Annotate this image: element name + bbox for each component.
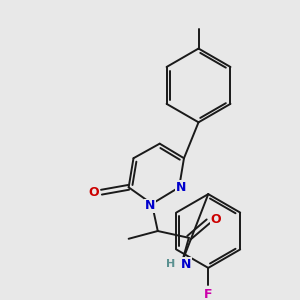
Text: N: N	[176, 181, 186, 194]
Text: O: O	[211, 213, 221, 226]
Text: F: F	[204, 288, 212, 300]
Text: N: N	[181, 257, 191, 271]
Text: N: N	[145, 199, 155, 212]
Text: H: H	[166, 259, 175, 269]
Text: O: O	[88, 186, 99, 199]
